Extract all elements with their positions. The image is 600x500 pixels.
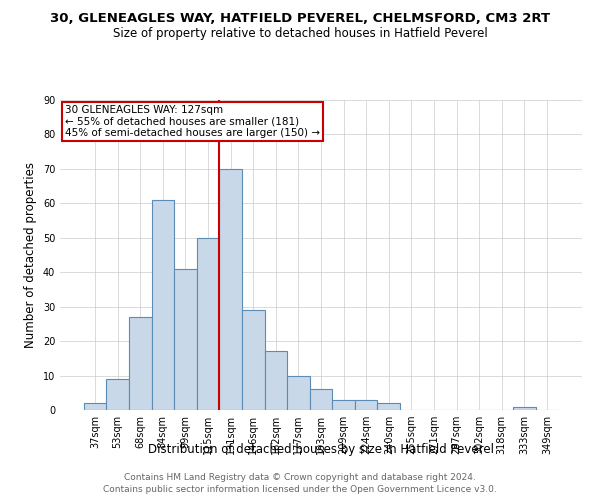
Bar [152, 200, 174, 410]
Bar [265, 352, 287, 410]
Bar [310, 390, 332, 410]
Text: Contains public sector information licensed under the Open Government Licence v3: Contains public sector information licen… [103, 485, 497, 494]
Bar [513, 406, 536, 410]
Bar [377, 403, 400, 410]
Bar [242, 310, 265, 410]
Text: Size of property relative to detached houses in Hatfield Peverel: Size of property relative to detached ho… [113, 28, 487, 40]
Text: 30, GLENEAGLES WAY, HATFIELD PEVEREL, CHELMSFORD, CM3 2RT: 30, GLENEAGLES WAY, HATFIELD PEVEREL, CH… [50, 12, 550, 26]
Bar [84, 403, 106, 410]
Bar [197, 238, 220, 410]
Bar [174, 269, 197, 410]
Bar [220, 169, 242, 410]
Bar [106, 379, 129, 410]
Text: 30 GLENEAGLES WAY: 127sqm
← 55% of detached houses are smaller (181)
45% of semi: 30 GLENEAGLES WAY: 127sqm ← 55% of detac… [65, 104, 320, 138]
Bar [129, 317, 152, 410]
Text: Contains HM Land Registry data © Crown copyright and database right 2024.: Contains HM Land Registry data © Crown c… [124, 472, 476, 482]
Bar [355, 400, 377, 410]
Text: Distribution of detached houses by size in Hatfield Peverel: Distribution of detached houses by size … [148, 442, 494, 456]
Y-axis label: Number of detached properties: Number of detached properties [24, 162, 37, 348]
Bar [332, 400, 355, 410]
Bar [287, 376, 310, 410]
